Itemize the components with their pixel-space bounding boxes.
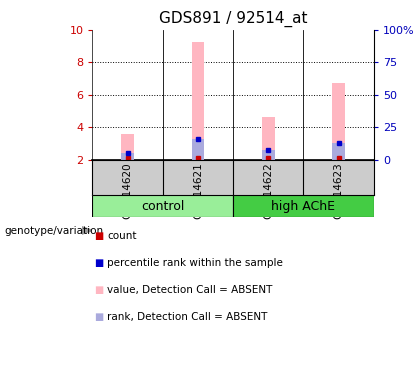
Text: ■: ■ [94,231,103,241]
Text: ■: ■ [94,258,103,268]
Polygon shape [82,226,92,234]
Bar [192,42,204,159]
Text: GSM14620: GSM14620 [123,162,133,219]
Text: high AChE: high AChE [271,200,336,213]
Text: count: count [107,231,136,241]
Bar [92,195,233,217]
Bar [121,134,134,159]
Text: control: control [141,200,184,213]
Bar [332,143,345,159]
Text: value, Detection Call = ABSENT: value, Detection Call = ABSENT [107,285,273,295]
Bar [332,82,345,159]
Text: GSM14622: GSM14622 [263,162,273,219]
Bar [233,195,374,217]
Text: ■: ■ [94,285,103,295]
Text: rank, Detection Call = ABSENT: rank, Detection Call = ABSENT [107,312,268,322]
Text: percentile rank within the sample: percentile rank within the sample [107,258,283,268]
Bar [192,139,204,159]
Bar [121,153,134,159]
Title: GDS891 / 92514_at: GDS891 / 92514_at [159,11,307,27]
Text: genotype/variation: genotype/variation [4,226,103,236]
Text: ■: ■ [94,312,103,322]
Bar [262,117,275,159]
Text: GSM14621: GSM14621 [193,162,203,219]
Bar [262,150,275,159]
Text: GSM14623: GSM14623 [333,162,344,219]
